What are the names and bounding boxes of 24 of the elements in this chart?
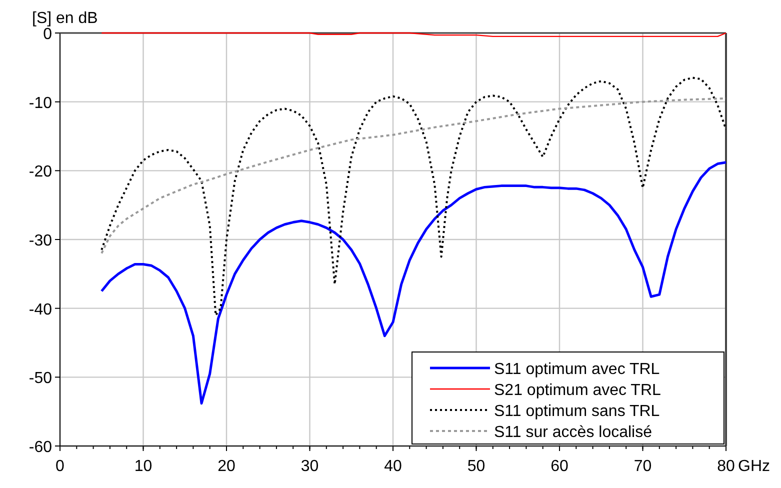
legend-label: S11 optimum sans TRL bbox=[494, 403, 660, 420]
y-tick-label: -20 bbox=[28, 164, 52, 181]
y-tick-label: -10 bbox=[28, 94, 52, 112]
y-tick-label: 0 bbox=[43, 26, 52, 43]
x-tick-label: 60 bbox=[550, 458, 568, 475]
legend-label: S21 optimum avec TRL bbox=[494, 382, 661, 399]
y-axis-title: [S] en dB bbox=[32, 10, 98, 27]
x-tick-label: 50 bbox=[467, 458, 486, 475]
x-tick-label: 70 bbox=[634, 458, 652, 475]
legend-label: S11 sur accès localisé bbox=[494, 424, 652, 441]
legend-label: S11 optimum avec TRL bbox=[494, 361, 660, 378]
line-series bbox=[100, 76, 727, 316]
x-tick-label: 30 bbox=[300, 458, 319, 475]
x-tick-label: 20 bbox=[218, 458, 236, 475]
y-tick-label: -30 bbox=[28, 232, 52, 250]
x-tick-label: 0 bbox=[56, 458, 65, 475]
x-axis-title: GHz bbox=[738, 458, 770, 475]
x-tick-label: 40 bbox=[384, 458, 402, 475]
x-tick-label: 80 bbox=[717, 458, 735, 475]
x-tick-label: 10 bbox=[134, 458, 152, 475]
y-tick-label: -50 bbox=[28, 370, 52, 388]
line-series bbox=[100, 161, 728, 405]
y-tick-label: -60 bbox=[28, 439, 52, 456]
y-tick-label: -40 bbox=[28, 301, 52, 318]
